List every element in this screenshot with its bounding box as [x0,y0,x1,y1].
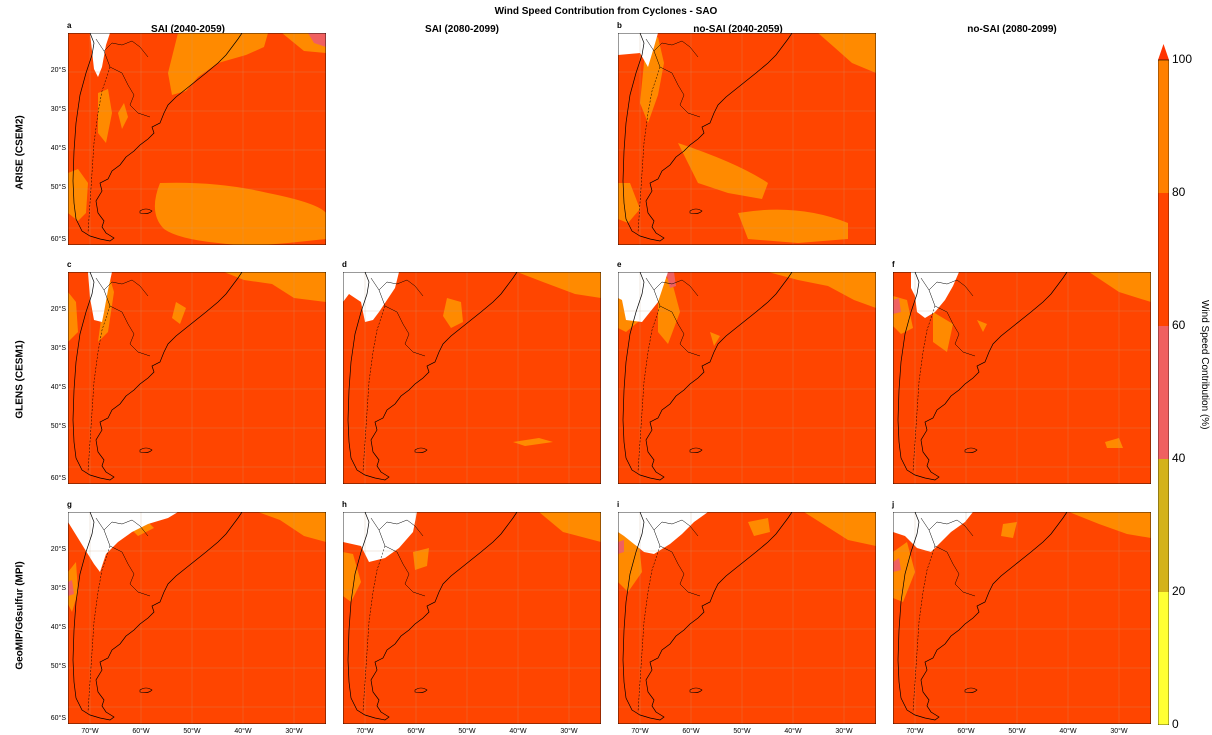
lon-tick-label: 60°W [682,728,700,735]
map-panel-i: i [617,500,876,724]
map-panel-d: d [342,260,601,484]
map-i [618,512,876,724]
lat-tick-label: 20°S [50,67,66,74]
colorbar-bin [1158,60,1169,193]
map-panel-h: h [342,500,601,724]
row-label-glens: GLENS (CESM1) [14,340,26,419]
lon-tick-label: 50°W [458,728,476,735]
colorbar [1158,44,1169,725]
panel-letter-d: d [342,260,347,269]
lon-tick-label: 30°W [835,728,853,735]
lat-tick-label: 60°S [50,715,66,722]
panel-letter-f: f [892,260,895,269]
colorbar-tick-label: 0 [1172,717,1179,731]
lat-tick-label: 40°S [50,384,66,391]
column-header-nosai-2080: no-SAI (2080-2099) [967,24,1057,35]
lat-tick-label: 30°S [50,106,66,113]
map-e [618,272,876,484]
panel-letter-c: c [67,260,72,269]
map-a [68,33,326,245]
lat-tick-label: 60°S [50,236,66,243]
map-h [343,512,601,724]
lon-tick-label: 50°W [733,728,751,735]
colorbar-tick-label: 80 [1172,185,1186,199]
lat-tick-label: 50°S [50,423,66,430]
lon-tick-label: 50°W [1008,728,1026,735]
row-label-geomip: GeoMIP/G6sulfur (MPI) [14,561,26,670]
lon-tick-label: 60°W [957,728,975,735]
lon-tick-label: 40°W [234,728,252,735]
lon-tick-label: 50°W [183,728,201,735]
map-b [618,33,876,245]
colorbar-bin [1158,193,1169,326]
lon-tick-label: 40°W [509,728,527,735]
lon-tick-label: 40°W [784,728,802,735]
colorbar-extend-arrow [1158,44,1169,60]
map-c [68,272,326,484]
colorbar-bin [1158,326,1169,459]
panel-letter-g: g [67,500,72,509]
column-header-sai-2040: SAI (2040-2059) [151,24,225,35]
colorbar-tick-label: 60 [1172,318,1186,332]
map-panel-e: e [617,260,876,484]
lat-tick-label: 40°S [50,624,66,631]
map-panel-a: a [67,21,326,245]
row-label-arise: ARISE (CSEM2) [14,115,26,190]
colorbar-bin [1158,592,1169,725]
panel-letter-j: j [892,500,895,509]
lon-tick-label: 70°W [81,728,99,735]
colorbar-tick-label: 100 [1172,52,1193,66]
lat-tick-label: 40°S [50,145,66,152]
colorbar-label: Wind Speed Contribution (%) [1199,300,1210,430]
map-d [343,272,601,484]
map-panel-f: f [892,260,1151,484]
lat-tick-label: 50°S [50,663,66,670]
lon-tick-label: 70°W [906,728,924,735]
colorbar-bin [1158,459,1169,592]
lon-tick-label: 60°W [132,728,150,735]
map-j [893,512,1151,724]
lat-tick-label: 20°S [50,306,66,313]
column-header-nosai-2040: no-SAI (2040-2059) [693,24,783,35]
panel-letter-b: b [617,21,622,30]
lon-tick-label: 30°W [560,728,578,735]
map-panel-j: j [892,500,1151,724]
lat-tick-label: 50°S [50,184,66,191]
lon-tick-label: 30°W [285,728,303,735]
lon-tick-label: 60°W [407,728,425,735]
map-panel-g: g [67,500,326,724]
lon-tick-label: 30°W [1110,728,1128,735]
panel-letter-h: h [342,500,347,509]
map-f [893,272,1151,484]
figure-title: Wind Speed Contribution from Cyclones - … [494,6,718,17]
colorbar-tick-label: 40 [1172,451,1186,465]
lat-tick-label: 20°S [50,546,66,553]
colorbar-tick-label: 20 [1172,584,1186,598]
lat-tick-label: 30°S [50,345,66,352]
panel-letter-e: e [617,260,622,269]
lat-tick-label: 30°S [50,585,66,592]
lon-tick-label: 40°W [1059,728,1077,735]
column-header-sai-2080: SAI (2080-2099) [425,24,499,35]
lat-tick-label: 60°S [50,475,66,482]
map-panel-b: b [617,21,876,245]
map-panel-c: c [67,260,326,484]
lon-tick-label: 70°W [631,728,649,735]
panel-letter-a: a [67,21,72,30]
lon-tick-label: 70°W [356,728,374,735]
panel-letter-i: i [617,500,620,509]
map-g [68,512,326,724]
